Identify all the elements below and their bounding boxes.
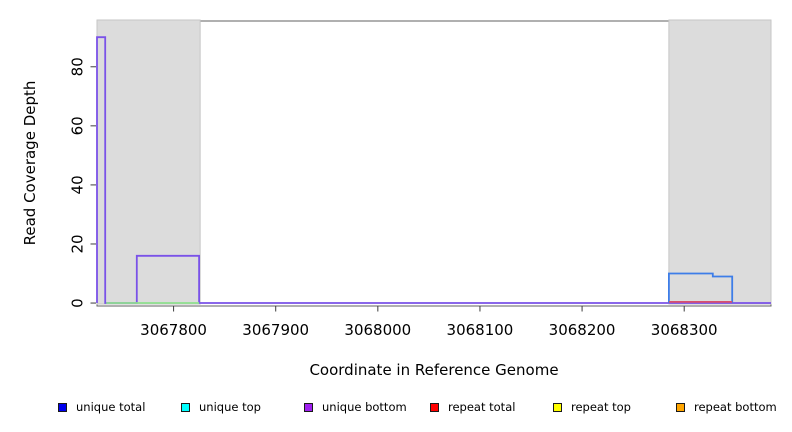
right-gray-region xyxy=(668,19,772,305)
y-tick-label: 80 xyxy=(69,57,87,76)
plot-box xyxy=(96,20,772,307)
unique-total-swatch xyxy=(58,402,67,412)
legend-label: unique bottom xyxy=(322,400,407,414)
legend-item-unique-bottom: unique bottom xyxy=(304,400,407,414)
repeat-top-swatch xyxy=(553,402,562,412)
legend-item-unique-total: unique total xyxy=(58,400,145,414)
y-tick-label: 60 xyxy=(69,116,87,135)
x-tick-label: 3067900 xyxy=(242,321,309,339)
legend-label: unique total xyxy=(76,400,146,414)
legend-label: unique top xyxy=(199,400,261,414)
y-tick-label: 0 xyxy=(69,298,87,308)
legend-item-repeat-top: repeat top xyxy=(553,400,631,414)
x-tick-label: 3068200 xyxy=(549,321,616,339)
series-line-unique-total-blue xyxy=(668,272,734,303)
legend-item-repeat-total: repeat total xyxy=(430,400,515,414)
y-axis-title: Read Coverage Depth xyxy=(21,80,39,246)
x-tick-label: 3068300 xyxy=(651,321,718,339)
legend-item-unique-top: unique top xyxy=(181,400,261,414)
y-tick-label: 40 xyxy=(69,175,87,194)
unique-top-swatch xyxy=(181,402,190,412)
legend-item-repeat-bottom: repeat bottom xyxy=(676,400,777,414)
unique-bottom-swatch xyxy=(304,402,313,412)
legend-label: repeat total xyxy=(448,400,516,414)
x-axis-title: Coordinate in Reference Genome xyxy=(309,361,559,379)
x-tick-label: 3068100 xyxy=(447,321,514,339)
repeat-bottom-swatch xyxy=(676,402,685,412)
x-tick-label: 3067800 xyxy=(140,321,207,339)
y-tick-label: 20 xyxy=(69,234,87,253)
legend-label: repeat bottom xyxy=(694,400,777,414)
x-tick-label: 3068000 xyxy=(344,321,411,339)
legend-label: repeat top xyxy=(571,400,631,414)
repeat-total-swatch xyxy=(430,402,439,412)
left-gray-region xyxy=(96,19,201,305)
